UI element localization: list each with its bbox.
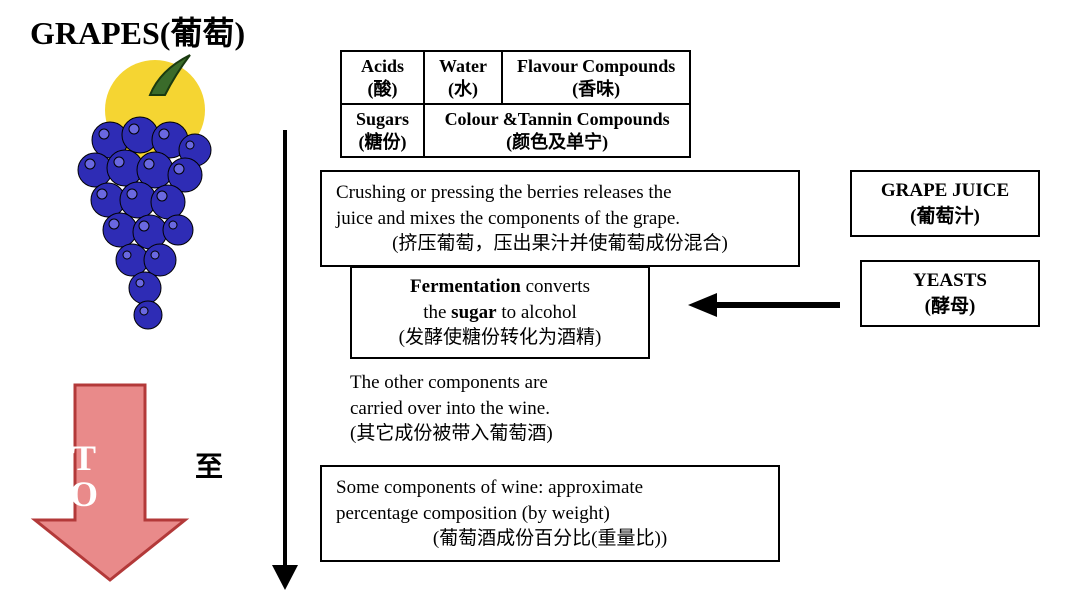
yeast-label: YEASTS (酵母) <box>860 260 1040 327</box>
crushing-en2: juice and mixes the components of the gr… <box>336 206 784 232</box>
grapes-icon <box>60 50 230 350</box>
components-table: Acids(酸) Water(水) Flavour Compounds(香味) … <box>340 50 691 158</box>
crushing-en1: Crushing or pressing the berries release… <box>336 180 784 206</box>
carried-en2: carried over into the wine. <box>350 396 553 422</box>
ferment-cn: (发酵使糖份转化为酒精) <box>364 325 636 351</box>
carried-cn: (其它成份被带入葡萄酒) <box>350 421 553 447</box>
yeast-cn: (酵母) <box>874 294 1026 320</box>
table-row: Acids(酸) Water(水) Flavour Compounds(香味) <box>341 51 690 104</box>
to-label-cn: 至 <box>195 445 223 485</box>
comp-en1: Some components of wine: approximate <box>336 475 764 501</box>
cell-water: Water(水) <box>424 51 502 104</box>
title-cn: (葡萄) <box>160 15 245 51</box>
comp-cn: (葡萄酒成份百分比(重量比)) <box>336 526 764 552</box>
crushing-step: Crushing or pressing the berries release… <box>320 170 800 267</box>
ferment-en1: Fermentation converts <box>364 274 636 300</box>
page-title: GRAPES(葡萄) <box>30 8 245 54</box>
crushing-cn: (挤压葡萄，压出果汁并使葡萄成份混合) <box>336 231 784 257</box>
yeast-en: YEASTS <box>874 268 1026 294</box>
to-t: T <box>70 440 98 476</box>
fermentation-step: Fermentation converts the sugar to alcoh… <box>350 266 650 359</box>
cell-acids: Acids(酸) <box>341 51 424 104</box>
table-row: Sugars(糖份) Colour &Tannin Compounds(颜色及单… <box>341 104 690 157</box>
yeast-arrow-icon <box>685 290 845 325</box>
juice-cn: (葡萄汁) <box>864 204 1026 230</box>
carried-over-text: The other components are carried over in… <box>350 370 553 447</box>
cell-colour-tannin: Colour &Tannin Compounds(颜色及单宁) <box>424 104 690 157</box>
flow-arrow-icon <box>270 130 300 600</box>
to-o: O <box>70 476 98 512</box>
to-label: T O <box>70 440 98 512</box>
comp-en2: percentage composition (by weight) <box>336 501 764 527</box>
title-en: GRAPES <box>30 15 160 51</box>
ferment-en2: the sugar to alcohol <box>364 300 636 326</box>
cell-flavour: Flavour Compounds(香味) <box>502 51 690 104</box>
juice-en: GRAPE JUICE <box>864 178 1026 204</box>
grape-juice-label: GRAPE JUICE (葡萄汁) <box>850 170 1040 237</box>
cell-sugars: Sugars(糖份) <box>341 104 424 157</box>
carried-en1: The other components are <box>350 370 553 396</box>
to-arrow-icon <box>30 380 190 595</box>
composition-step: Some components of wine: approximate per… <box>320 465 780 562</box>
